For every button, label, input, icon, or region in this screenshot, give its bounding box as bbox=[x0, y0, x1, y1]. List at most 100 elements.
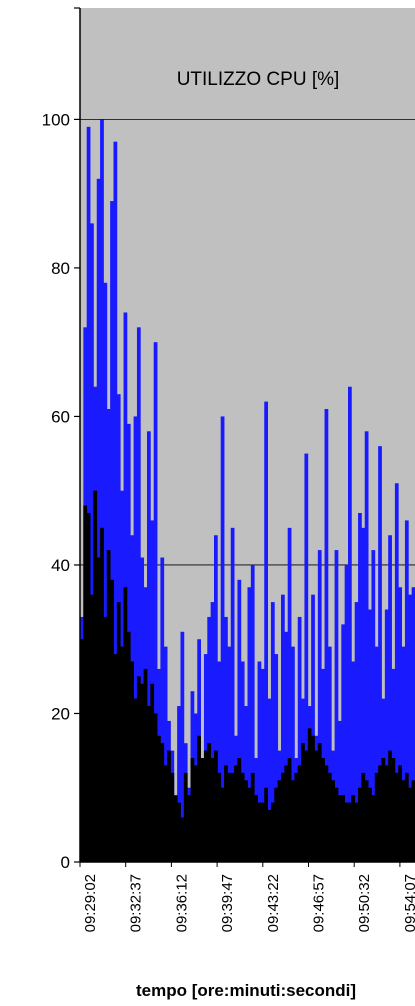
base-bar bbox=[200, 758, 205, 862]
total-bar bbox=[361, 527, 366, 862]
base-bar bbox=[237, 758, 242, 862]
chart-title: UTILIZZO CPU [%] bbox=[177, 69, 340, 90]
total-bar bbox=[371, 550, 376, 862]
base-bar bbox=[150, 683, 155, 862]
base-bar bbox=[250, 772, 255, 862]
base-bar bbox=[317, 743, 322, 862]
base-bar bbox=[358, 787, 362, 862]
base-bar bbox=[364, 780, 369, 862]
total-bar bbox=[378, 446, 382, 862]
total-bar bbox=[324, 409, 329, 862]
base-bar bbox=[401, 780, 406, 862]
total-bar bbox=[96, 178, 101, 863]
base-bar bbox=[244, 780, 248, 862]
total-bar bbox=[401, 646, 406, 862]
base-bar bbox=[133, 698, 138, 862]
total-bar bbox=[327, 646, 332, 862]
total-bar bbox=[297, 616, 302, 862]
base-bar bbox=[210, 758, 215, 862]
total-bar bbox=[291, 646, 295, 862]
total-bar bbox=[220, 416, 225, 862]
total-bar bbox=[210, 602, 215, 862]
base-bar bbox=[324, 765, 329, 862]
total-bar bbox=[341, 624, 346, 862]
total-bar bbox=[337, 720, 342, 862]
base-bar bbox=[321, 758, 325, 862]
base-bar bbox=[96, 557, 101, 862]
total-bar bbox=[368, 609, 372, 862]
total-bar bbox=[160, 557, 165, 862]
total-bar bbox=[147, 431, 151, 862]
base-bar bbox=[267, 810, 272, 862]
total-bar bbox=[100, 119, 104, 863]
y-tick-label: 60 bbox=[51, 407, 70, 426]
base-bar bbox=[327, 772, 332, 862]
base-bar bbox=[103, 616, 108, 862]
x-tick-label: 09:46:57 bbox=[311, 874, 328, 932]
base-bar bbox=[398, 765, 402, 862]
total-bar bbox=[344, 564, 349, 862]
base-bar bbox=[147, 706, 151, 862]
base-bar bbox=[371, 795, 376, 862]
total-bar bbox=[311, 594, 315, 862]
total-bar bbox=[274, 654, 279, 862]
total-bar bbox=[133, 416, 138, 862]
total-bar bbox=[136, 327, 141, 862]
base-bar bbox=[190, 758, 195, 862]
y-axis-ticks: 0 20 40 60 80 100 bbox=[42, 7, 80, 872]
base-bar bbox=[80, 639, 84, 862]
base-bar bbox=[388, 750, 392, 862]
base-bar bbox=[351, 795, 356, 862]
base-bar bbox=[341, 795, 346, 862]
base-bar bbox=[163, 765, 168, 862]
base-bar bbox=[291, 780, 295, 862]
base-bar bbox=[374, 772, 379, 862]
total-bar bbox=[247, 587, 252, 862]
total-bar bbox=[217, 661, 222, 862]
base-bar bbox=[93, 490, 98, 862]
base-bar bbox=[197, 735, 201, 862]
total-bar bbox=[267, 698, 272, 862]
base-bar bbox=[297, 765, 302, 862]
total-bar bbox=[388, 535, 392, 862]
total-bar bbox=[398, 587, 402, 862]
total-bar bbox=[284, 631, 289, 862]
x-tick-label: 09:29:02 bbox=[82, 874, 99, 932]
base-bar bbox=[304, 750, 309, 862]
base-bar bbox=[220, 787, 225, 862]
base-bar bbox=[167, 750, 171, 862]
y-tick-label: 80 bbox=[51, 259, 70, 278]
x-tick-label: 09:32:37 bbox=[128, 874, 145, 932]
base-bar bbox=[378, 765, 382, 862]
base-bar bbox=[110, 579, 114, 862]
total-bar bbox=[86, 126, 91, 863]
base-bar bbox=[230, 772, 235, 862]
base-bar bbox=[207, 743, 212, 862]
total-bar bbox=[257, 661, 262, 862]
base-bar bbox=[284, 765, 289, 862]
total-bar bbox=[358, 512, 362, 862]
base-bar bbox=[153, 713, 158, 862]
base-bar bbox=[384, 765, 389, 862]
base-bar bbox=[247, 787, 252, 862]
base-bar bbox=[83, 505, 88, 862]
base-bar bbox=[281, 772, 285, 862]
series-base-area bbox=[80, 490, 415, 862]
base-bar bbox=[311, 735, 315, 862]
total-bar bbox=[411, 587, 415, 862]
base-bar bbox=[344, 802, 349, 862]
base-bar bbox=[368, 787, 372, 862]
total-bar bbox=[317, 550, 322, 862]
total-bar bbox=[110, 201, 114, 863]
base-bar bbox=[123, 587, 128, 862]
x-tick-label: 09:36:12 bbox=[173, 874, 190, 932]
total-bar bbox=[237, 579, 242, 862]
base-bar bbox=[130, 661, 134, 862]
x-tick-label: 09:54:07 bbox=[402, 874, 415, 932]
base-bar bbox=[86, 512, 91, 862]
y-tick-label: 40 bbox=[51, 556, 70, 575]
base-bar bbox=[177, 802, 181, 862]
total-bar bbox=[153, 342, 158, 862]
base-bar bbox=[140, 683, 145, 862]
